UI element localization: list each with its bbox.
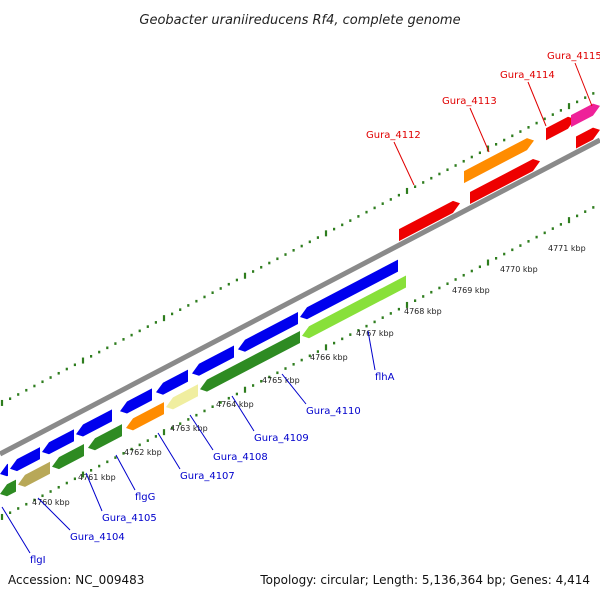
gene-label: Gura_4115 (547, 51, 600, 62)
feature-arrow (42, 429, 74, 455)
gene-label: Gura_4112 (366, 130, 421, 141)
genome-summary-text: Topology: circular; Length: 5,136,364 bp… (260, 573, 590, 587)
feature-arrow (200, 331, 300, 392)
scale-label: 4771 kbp (548, 244, 586, 253)
leader-line (393, 141, 415, 186)
feature-arrow (238, 312, 298, 352)
scale-label: 4764 kbp (216, 400, 254, 409)
feature-arrow (88, 424, 122, 451)
forward-features-inner-row (399, 127, 600, 242)
page-title: Geobacter uraniireducens Rf4, complete g… (139, 13, 460, 28)
feature-arrow (76, 409, 112, 437)
leader-line (157, 432, 181, 470)
scale-label: 4760 kbp (32, 498, 70, 507)
leader-line (527, 81, 547, 127)
feature-arrow (10, 447, 40, 472)
gene-label: flgG (135, 492, 155, 503)
reverse-features-outer-row (0, 259, 398, 477)
feature-arrow (120, 388, 152, 414)
leader-line (574, 62, 593, 107)
scale-label: 4770 kbp (500, 265, 538, 274)
leader-line (189, 414, 214, 451)
gene-labels-forward: Gura_4112 Gura_4113 Gura_4114 Gura_4115 (366, 51, 600, 186)
feature-arrow (52, 444, 84, 470)
feature-arrow (0, 463, 8, 477)
forward-features-outer-row (464, 103, 600, 184)
scale-tick-marks (0, 206, 595, 520)
feature-arrow (470, 159, 540, 204)
leader-line (37, 497, 71, 531)
scale-label: 4762 kbp (124, 448, 162, 457)
leader-line (85, 472, 103, 512)
gene-label: Gura_4107 (180, 471, 235, 482)
feature-arrow (464, 138, 534, 184)
scale-label: 4767 kbp (356, 329, 394, 338)
gene-label: Gura_4113 (442, 96, 497, 107)
gene-label: flhA (375, 372, 395, 383)
scale-label: 4761 kbp (78, 473, 116, 482)
leader-line (281, 373, 307, 405)
gene-label: Gura_4104 (70, 532, 125, 543)
feature-arrow (166, 384, 198, 410)
feature-arrow (546, 116, 575, 141)
feature-arrow (399, 200, 460, 242)
feature-arrow (192, 345, 234, 376)
leader-line (469, 107, 490, 153)
feature-arrow (576, 127, 600, 149)
gene-label: Gura_4108 (213, 452, 268, 463)
leader-line (115, 454, 136, 491)
scale-label: 4766 kbp (310, 353, 348, 362)
feature-arrow (156, 369, 188, 395)
leader-line (1, 506, 31, 554)
gene-label: Gura_4109 (254, 433, 309, 444)
feature-arrow (300, 259, 398, 320)
gene-labels-reverse: flgI Gura_4104 Gura_4105 flgG Gura_4107 Gura_… (1, 330, 395, 566)
gene-label: Gura_4105 (102, 513, 157, 524)
feature-arrow (571, 103, 600, 128)
feature-arrow (0, 479, 16, 497)
feature-arrow (302, 275, 406, 339)
scale-label: 4768 kbp (404, 307, 442, 316)
gene-label: Gura_4114 (500, 70, 555, 81)
scale-label: 4763 kbp (170, 424, 208, 433)
leader-line (231, 395, 255, 432)
feature-arrow (18, 461, 50, 487)
scale-label: 4769 kbp (452, 286, 490, 295)
gene-label: flgI (30, 555, 46, 566)
outer-tick-marks (0, 92, 595, 406)
reverse-features-inner-row (0, 275, 406, 497)
scale-labels: 4760 kbp 4761 kbp 4762 kbp 4763 kbp 4764 kbp… (32, 244, 586, 507)
genome-backbone (0, 137, 600, 457)
gene-label: Gura_4110 (306, 406, 361, 417)
scale-label: 4765 kbp (262, 376, 300, 385)
feature-arrow (126, 402, 164, 431)
accession-text: Accession: NC_009483 (8, 573, 145, 587)
leader-line (367, 330, 376, 371)
